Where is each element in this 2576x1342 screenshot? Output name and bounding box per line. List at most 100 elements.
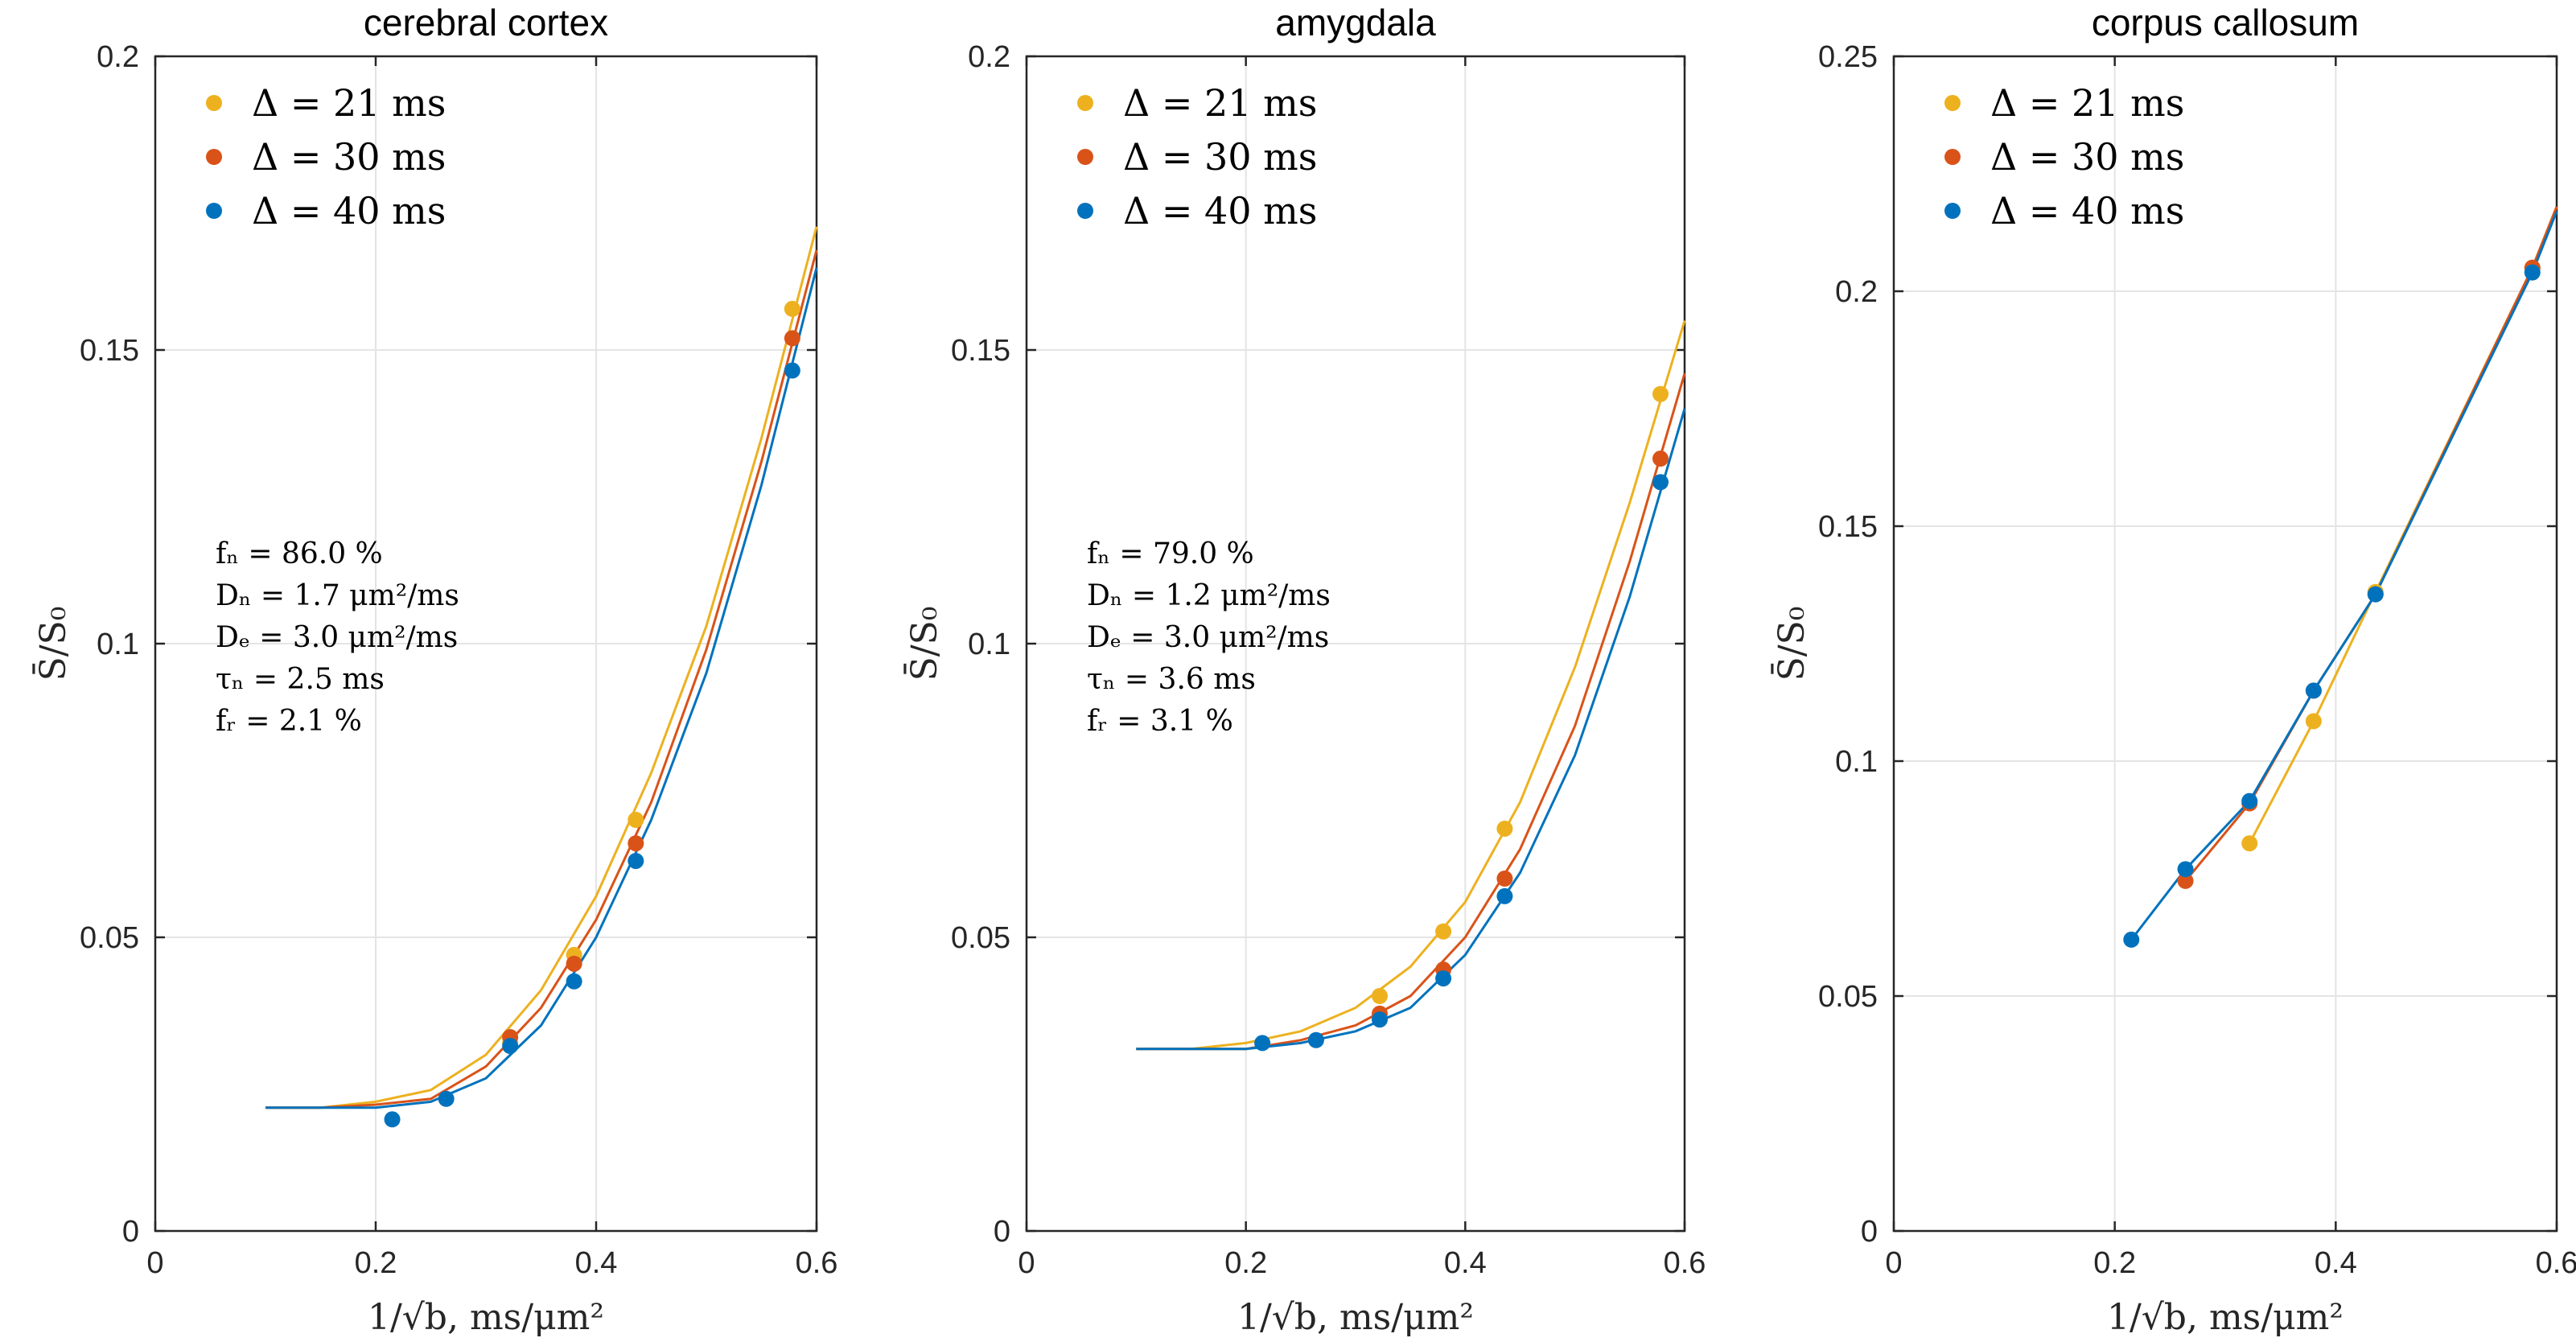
- series-line-2: [265, 249, 818, 1109]
- y-tick-label: 0.25: [1818, 40, 1878, 74]
- legend-marker-1: [1944, 95, 1961, 111]
- legend-label-3: Δ = 40 ms: [252, 189, 446, 233]
- annotation-line-3: Dₑ = 3.0 μm²/ms: [216, 621, 458, 654]
- x-tick-label: 0.4: [2315, 1246, 2357, 1280]
- y-tick-label: 0.2: [1835, 275, 1878, 309]
- y-tick-label: 0.15: [951, 334, 1010, 368]
- legend-label-1: Δ = 21 ms: [252, 81, 446, 125]
- x-tick-label: 0.2: [355, 1246, 397, 1280]
- series-line-3: [265, 267, 818, 1109]
- y-tick-label: 0.1: [1835, 745, 1878, 779]
- panel-2: 0 0.2 0.4 0.6 0 0.05 0.1 0.15 0.2 amygdala 1/√b, m…: [903, 2, 1706, 1338]
- panel-3: 0 0.2 0.4 0.6 0 0.05 0.1 0.15 0.2 0.25 corpus call…: [1770, 2, 2576, 1338]
- legend-label-2: Δ = 30 ms: [1990, 135, 2184, 179]
- y-tick-label: 0.05: [951, 921, 1010, 955]
- annotation-line-2: Dₙ = 1.7 μm²/ms: [216, 579, 459, 612]
- data-point-series-3: [2123, 931, 2140, 948]
- x-tick-label: 0.4: [1444, 1246, 1487, 1280]
- data-point-series-1: [628, 812, 644, 828]
- series-line-1: [265, 226, 818, 1109]
- data-point-series-3: [784, 362, 800, 379]
- x-tick-label: 0.6: [2536, 1246, 2576, 1280]
- annotation-line-1: fₙ = 79.0 %: [1087, 537, 1254, 570]
- x-tick-label: 0: [146, 1246, 163, 1280]
- legend-label-3: Δ = 40 ms: [1123, 189, 1317, 233]
- data-point-series-3: [1254, 1035, 1271, 1052]
- data-point-series-3: [628, 853, 644, 870]
- legend-marker-2: [206, 149, 222, 165]
- series-line-1: [2248, 206, 2558, 844]
- data-point-series-1: [1371, 988, 1388, 1004]
- x-tick-label: 0: [1018, 1246, 1035, 1280]
- legend-marker-1: [1077, 95, 1093, 111]
- annotation-line-5: fᵣ = 3.1 %: [1087, 705, 1233, 738]
- x-axis-label: 1/√b, ms/μm²: [1237, 1297, 1474, 1338]
- data-point-series-2: [628, 835, 644, 852]
- legend-label-3: Δ = 40 ms: [1990, 189, 2184, 233]
- chart-title: corpus callosum: [2092, 2, 2359, 43]
- legend-label-2: Δ = 30 ms: [1123, 135, 1317, 179]
- legend: Δ = 21 ms Δ = 30 ms Δ = 40 ms: [1944, 81, 2184, 233]
- y-tick-label: 0.15: [1818, 510, 1878, 544]
- series-line-2: [2184, 206, 2558, 882]
- data-point-series-3: [2177, 861, 2194, 878]
- data-point-series-3: [1496, 887, 1513, 904]
- y-tick-label: 0.05: [1818, 980, 1878, 1014]
- y-tick-label: 0.2: [97, 40, 139, 74]
- data-point-series-2: [1652, 451, 1669, 467]
- legend-marker-3: [1077, 203, 1093, 219]
- annotation-line-2: Dₙ = 1.2 μm²/ms: [1087, 579, 1331, 612]
- y-tick-label: 0.05: [80, 921, 139, 955]
- y-tick-label: 0: [122, 1215, 139, 1249]
- legend: Δ = 21 ms Δ = 30 ms Δ = 40 ms: [206, 81, 446, 233]
- x-tick-label: 0.4: [575, 1246, 618, 1280]
- legend-marker-1: [206, 95, 222, 111]
- data-point-series-2: [566, 955, 582, 972]
- data-point-series-3: [1307, 1031, 1324, 1048]
- legend-label-1: Δ = 21 ms: [1123, 81, 1317, 125]
- data-point-series-2: [2177, 872, 2194, 889]
- series-line-3: [1136, 408, 1686, 1051]
- series-line-3: [2130, 211, 2558, 941]
- annotation-line-3: Dₑ = 3.0 μm²/ms: [1087, 621, 1329, 654]
- legend-marker-2: [1944, 149, 1961, 165]
- data-point-series-3: [438, 1090, 455, 1107]
- data-point-series-3: [502, 1038, 519, 1055]
- y-tick-label: 0.2: [968, 40, 1010, 74]
- data-point-series-1: [1496, 820, 1513, 837]
- annotation-line-5: fᵣ = 2.1 %: [216, 705, 362, 738]
- data-point-series-1: [2241, 835, 2258, 852]
- annotation-line-4: τₙ = 2.5 ms: [216, 663, 385, 696]
- x-axis-label: 1/√b, ms/μm²: [2107, 1297, 2344, 1338]
- annotation-line-4: τₙ = 3.6 ms: [1087, 663, 1256, 696]
- legend-marker-2: [1077, 149, 1093, 165]
- data-point-series-1: [2305, 713, 2322, 730]
- panel-1: 0 0.2 0.4 0.6 0 0.05 0.1 0.15 0.2 cerebral cortex…: [31, 2, 837, 1338]
- series-line-1: [1136, 320, 1686, 1051]
- x-tick-label: 0.2: [1224, 1246, 1267, 1280]
- y-axis-label: S̄/S₀: [1770, 607, 1813, 681]
- axes-box: [1892, 55, 2558, 1233]
- data-point-series-1: [784, 300, 800, 317]
- data-point-series-3: [2524, 264, 2541, 281]
- y-tick-label: 0: [1861, 1215, 1878, 1249]
- legend-marker-3: [1944, 203, 1961, 219]
- y-axis-label: S̄/S₀: [903, 607, 945, 681]
- data-point-series-3: [1652, 474, 1669, 491]
- legend: Δ = 21 ms Δ = 30 ms Δ = 40 ms: [1077, 81, 1317, 233]
- x-tick-label: 0.6: [796, 1246, 838, 1280]
- data-point-series-3: [2241, 792, 2258, 809]
- y-tick-label: 0.1: [97, 628, 139, 661]
- data-point-series-1: [1652, 385, 1669, 402]
- data-point-series-3: [2305, 682, 2322, 699]
- data-point-series-3: [1435, 970, 1452, 987]
- annotation-line-1: fₙ = 86.0 %: [216, 537, 383, 570]
- parameter-annotation: fₙ = 86.0 % Dₙ = 1.7 μm²/ms Dₑ = 3.0 μm²/m…: [216, 537, 459, 738]
- x-tick-label: 0.2: [2093, 1246, 2136, 1280]
- legend-marker-3: [206, 203, 222, 219]
- data-point-series-3: [384, 1111, 401, 1128]
- data-point-series-2: [784, 330, 800, 347]
- legend-label-1: Δ = 21 ms: [1990, 81, 2184, 125]
- x-axis-label: 1/√b, ms/μm²: [368, 1297, 604, 1338]
